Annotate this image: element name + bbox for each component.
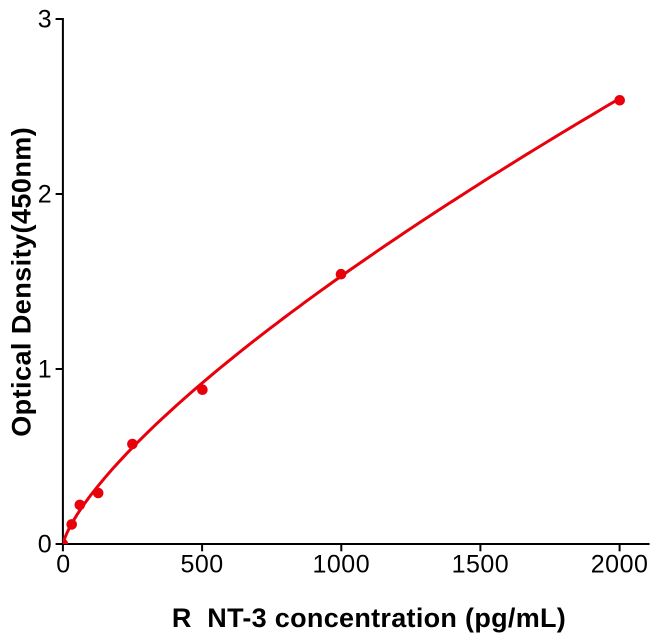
- svg-text:2000: 2000: [591, 550, 649, 578]
- svg-text:Optical Density(450nm): Optical Density(450nm): [7, 127, 37, 437]
- svg-text:1500: 1500: [452, 550, 510, 578]
- svg-text:2: 2: [38, 181, 52, 209]
- svg-text:3: 3: [38, 6, 52, 34]
- svg-text:R NT-3 concentration (pg/mL): R NT-3 concentration (pg/mL): [172, 603, 566, 633]
- svg-text:500: 500: [180, 550, 223, 578]
- svg-text:0: 0: [38, 531, 52, 559]
- svg-text:0: 0: [56, 550, 70, 578]
- svg-text:1: 1: [38, 356, 52, 384]
- svg-text:1000: 1000: [312, 550, 370, 578]
